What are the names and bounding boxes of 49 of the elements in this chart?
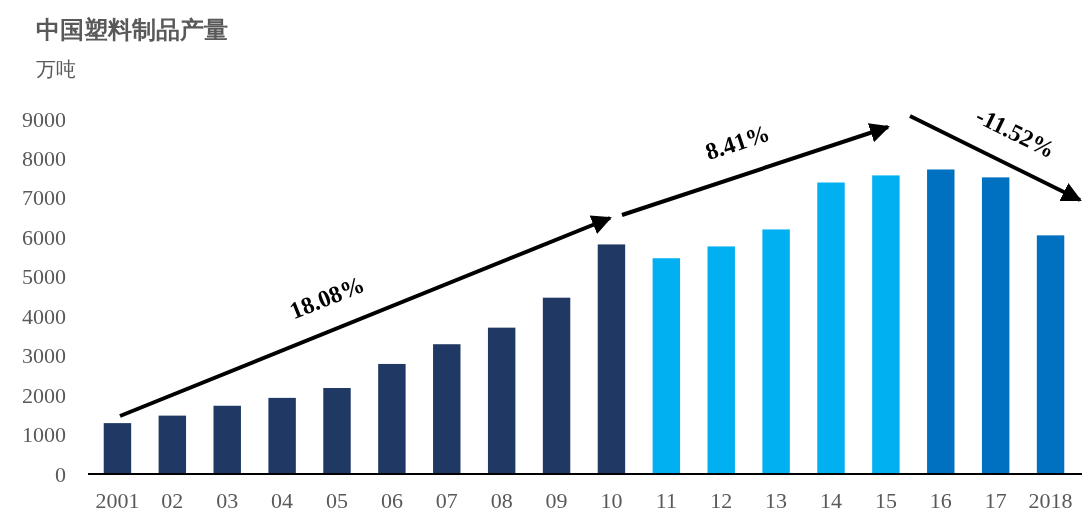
y-tick-label: 5000 bbox=[22, 264, 66, 290]
y-tick-label: 1000 bbox=[22, 422, 66, 448]
x-tick-label: 08 bbox=[490, 488, 513, 513]
x-tick-label: 13 bbox=[765, 488, 788, 513]
x-tick-label: 17 bbox=[984, 488, 1007, 513]
bar bbox=[762, 229, 790, 474]
x-tick-label: 12 bbox=[710, 488, 733, 513]
x-tick-label: 16 bbox=[929, 488, 952, 513]
bar bbox=[872, 175, 900, 474]
bar bbox=[981, 177, 1010, 474]
x-tick-label: 03 bbox=[216, 488, 239, 513]
y-tick-label: 0 bbox=[55, 461, 66, 487]
x-tick-label: 2018 bbox=[1028, 488, 1073, 513]
x-tick-label: 10 bbox=[600, 488, 623, 513]
y-tick-label: 3000 bbox=[22, 343, 66, 369]
bar bbox=[817, 182, 845, 474]
bar bbox=[268, 397, 296, 474]
y-tick-label: 7000 bbox=[22, 185, 66, 211]
bar bbox=[652, 258, 681, 474]
x-tick-label: 02 bbox=[161, 488, 184, 513]
bar bbox=[487, 327, 516, 474]
bar bbox=[323, 388, 351, 474]
bar bbox=[213, 405, 241, 474]
x-tick-label: 04 bbox=[271, 488, 294, 513]
chart-title: 中国塑料制品产量 bbox=[36, 16, 228, 44]
x-tick-label: 14 bbox=[820, 488, 842, 513]
bar bbox=[597, 244, 626, 474]
bar bbox=[378, 363, 406, 474]
bar bbox=[103, 423, 132, 474]
bar bbox=[158, 415, 187, 474]
y-tick-label: 9000 bbox=[22, 106, 66, 132]
y-tick-label: 6000 bbox=[22, 224, 66, 250]
x-tick-label: 2001 bbox=[95, 488, 140, 513]
y-tick-label: 4000 bbox=[22, 303, 66, 329]
bar bbox=[542, 297, 571, 474]
x-tick-label: 06 bbox=[380, 488, 403, 513]
bar bbox=[1036, 235, 1065, 474]
bar bbox=[927, 169, 955, 474]
annotation: 8.41% bbox=[702, 119, 773, 166]
y-tick-label: 2000 bbox=[22, 382, 66, 408]
bar bbox=[707, 246, 735, 474]
x-tick-label: 05 bbox=[326, 488, 348, 513]
y-axis-title: 万吨 bbox=[36, 57, 76, 81]
x-tick-label: 11 bbox=[655, 488, 677, 513]
bar bbox=[433, 344, 461, 474]
x-tick-label: 09 bbox=[545, 488, 568, 513]
y-tick-label: 8000 bbox=[22, 145, 66, 171]
x-tick-label: 07 bbox=[435, 488, 458, 513]
x-tick-label: 15 bbox=[874, 488, 897, 513]
